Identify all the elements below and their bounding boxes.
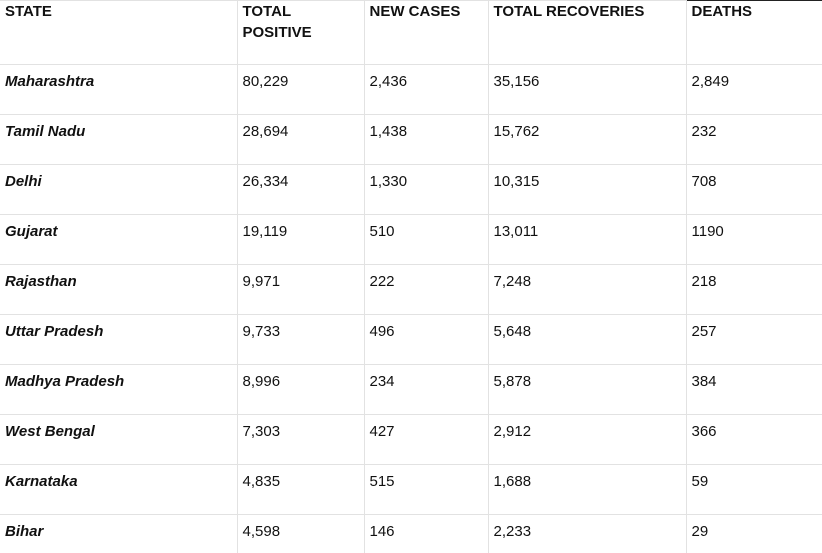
cell-state: Rajasthan bbox=[0, 264, 238, 315]
cell-deaths: 29 bbox=[691, 523, 709, 540]
cell-total-positive: 26,334 bbox=[237, 164, 365, 215]
cell-total-recoveries: 5,648 bbox=[488, 314, 687, 365]
cell-total-positive: 8,996 bbox=[237, 364, 365, 415]
cell-deaths: 218 bbox=[686, 264, 822, 315]
table-row: Rajasthan 9,971 222 7,248 218 bbox=[0, 264, 822, 315]
cell-state: Uttar Pradesh bbox=[0, 314, 238, 365]
cell-total-positive: 4,598 bbox=[237, 514, 365, 553]
cell-total-positive: 4,835 bbox=[237, 464, 365, 515]
cell-deaths: 59 bbox=[686, 464, 822, 515]
cell-total-recoveries: 2,233 bbox=[488, 514, 687, 553]
table-row: Tamil Nadu 28,694 1,438 15,762 232 bbox=[0, 114, 822, 165]
cell-new-cases: 427 bbox=[364, 414, 489, 465]
cell-total-positive: 28,694 bbox=[237, 114, 365, 165]
cell-state: Delhi bbox=[0, 164, 238, 215]
cell-total-recoveries: 5,878 bbox=[488, 364, 687, 415]
cell-deaths: 1190 bbox=[686, 214, 822, 265]
table-row: West Bengal 7,303 427 2,912 366 bbox=[0, 414, 822, 465]
cell-total-recoveries: 7,248 bbox=[488, 264, 687, 315]
cell-state: Bihar bbox=[0, 514, 238, 553]
header-total-recoveries: TOTAL RECOVERIES bbox=[488, 0, 687, 65]
table-row: Uttar Pradesh 9,733 496 5,648 257 bbox=[0, 314, 822, 365]
header-total-positive: TOTAL POSITIVE bbox=[237, 0, 365, 65]
cell-total-positive: 19,119 bbox=[237, 214, 365, 265]
header-new-cases: NEW CASES bbox=[364, 0, 489, 65]
header-state: STATE bbox=[0, 0, 238, 65]
cell-total-recoveries: 2,912 bbox=[488, 414, 687, 465]
cell-new-cases: 146 bbox=[364, 514, 489, 553]
cell-new-cases: 510 bbox=[364, 214, 489, 265]
cell-total-recoveries: 1,688 bbox=[488, 464, 687, 515]
cell-deaths: 366 bbox=[686, 414, 822, 465]
cell-total-recoveries: 13,011 bbox=[488, 214, 687, 265]
table-header-row: STATE TOTAL POSITIVE NEW CASES TOTAL REC… bbox=[0, 0, 822, 65]
header-total-positive-line1: TOTAL bbox=[242, 3, 292, 20]
cell-new-cases: 1,330 bbox=[364, 164, 489, 215]
table-row: Madhya Pradesh 8,996 234 5,878 384 bbox=[0, 364, 822, 415]
cell-deaths: 257 bbox=[686, 314, 822, 365]
header-deaths: DEATHS bbox=[686, 0, 822, 65]
cell-total-positive: 9,971 bbox=[237, 264, 365, 315]
cell-state: Madhya Pradesh bbox=[0, 364, 238, 415]
cell-state: Tamil Nadu bbox=[0, 114, 238, 165]
cell-deaths: 384 bbox=[686, 364, 822, 415]
cell-new-cases: 234 bbox=[364, 364, 489, 415]
cell-new-cases: 2,436 bbox=[364, 64, 489, 115]
cell-state: Gujarat bbox=[0, 214, 238, 265]
cell-new-cases: 496 bbox=[364, 314, 489, 365]
cell-new-cases: 515 bbox=[364, 464, 489, 515]
table-row: Gujarat 19,119 510 13,011 1190 bbox=[0, 214, 822, 265]
table-row: Bihar 4,598 146 2,233 29 bbox=[0, 514, 822, 553]
cell-total-recoveries: 10,315 bbox=[488, 164, 687, 215]
table-row: Karnataka 4,835 515 1,688 59 bbox=[0, 464, 822, 515]
cell-total-positive: 7,303 bbox=[237, 414, 365, 465]
cell-new-cases: 222 bbox=[364, 264, 489, 315]
cell-state: Maharashtra bbox=[0, 64, 238, 115]
cell-deaths: 232 bbox=[686, 114, 822, 165]
cell-state: Karnataka bbox=[0, 464, 238, 515]
cell-total-positive: 80,229 bbox=[237, 64, 365, 115]
table-row: Maharashtra 80,229 2,436 35,156 2,849 bbox=[0, 64, 822, 115]
cell-deaths: 708 bbox=[686, 164, 822, 215]
cell-total-recoveries: 35,156 bbox=[488, 64, 687, 115]
cell-new-cases: 1,438 bbox=[364, 114, 489, 165]
cell-state: West Bengal bbox=[0, 414, 238, 465]
cell-total-recoveries: 15,762 bbox=[488, 114, 687, 165]
header-total-positive-line2: POSITIVE bbox=[242, 24, 312, 41]
cell-total-positive: 9,733 bbox=[237, 314, 365, 365]
cell-deaths: 2,849 bbox=[686, 64, 822, 115]
table-row: Delhi 26,334 1,330 10,315 708 bbox=[0, 164, 822, 215]
